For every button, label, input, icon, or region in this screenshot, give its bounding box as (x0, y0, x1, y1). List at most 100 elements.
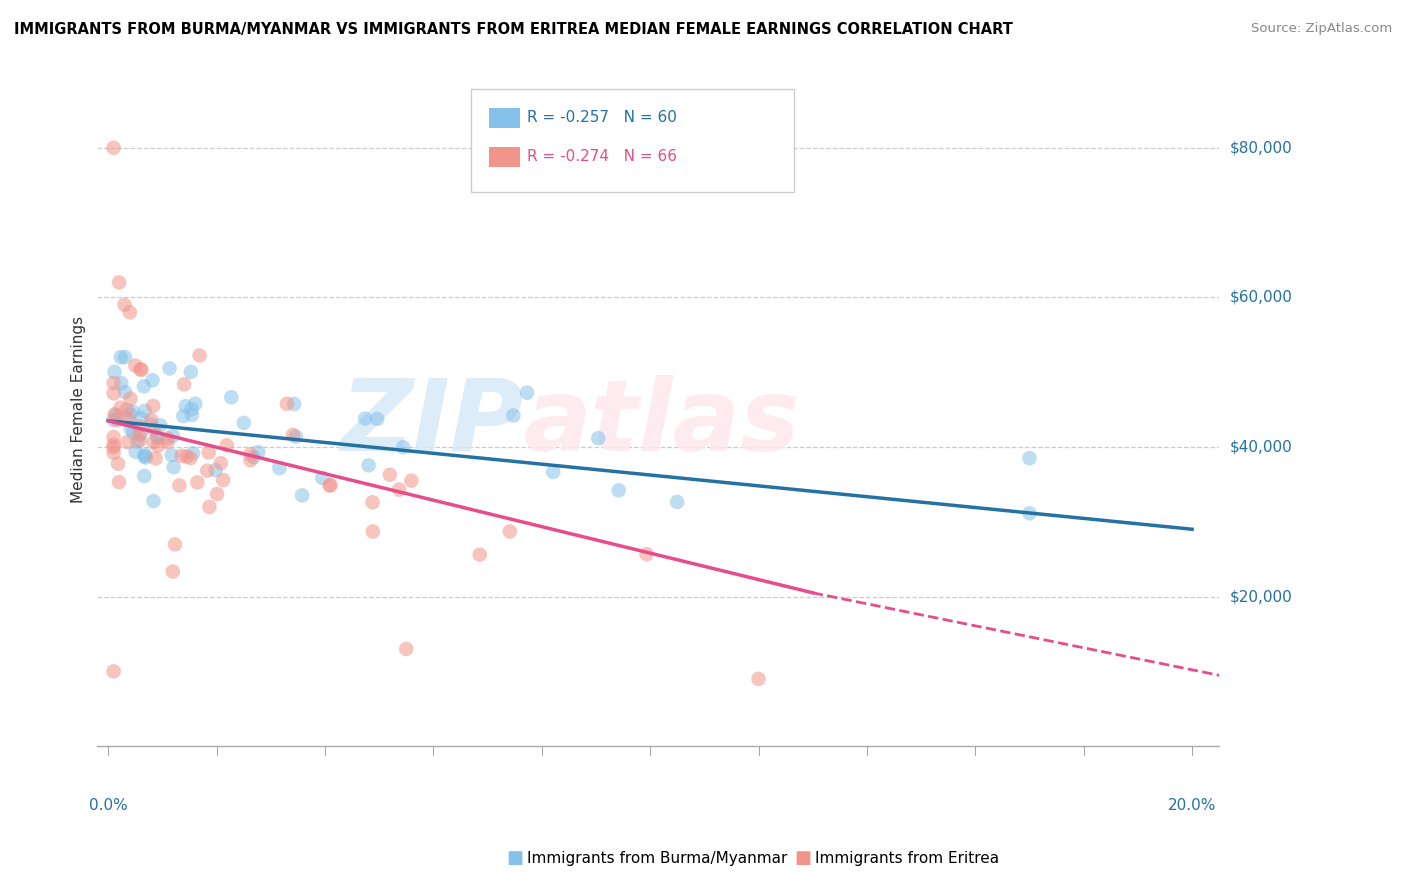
Text: atlas: atlas (523, 375, 800, 472)
Point (110, 401, 132, 415)
Point (129, 427, 152, 442)
Text: $80,000: $80,000 (1230, 140, 1292, 155)
Point (162, 565, 184, 579)
Point (180, 365, 202, 379)
Point (103, 438, 125, 452)
Point (103, 141, 125, 155)
Point (180, 402, 202, 417)
Point (172, 409, 194, 423)
Point (502, 409, 524, 423)
Point (366, 412, 388, 426)
Text: IMMIGRANTS FROM BURMA/MYANMAR VS IMMIGRANTS FROM ERITREA MEDIAN FEMALE EARNINGS : IMMIGRANTS FROM BURMA/MYANMAR VS IMMIGRA… (14, 22, 1012, 37)
Point (195, 464, 218, 478)
Point (239, 453, 262, 467)
Point (162, 429, 184, 443)
Point (117, 435, 139, 450)
Point (468, 548, 491, 562)
Point (188, 349, 211, 363)
Point (239, 447, 262, 461)
Point (128, 434, 150, 448)
Point (103, 413, 125, 427)
Point (1018, 506, 1040, 520)
Point (107, 413, 129, 427)
Point (499, 524, 522, 539)
Point (156, 431, 179, 445)
Point (103, 376, 125, 390)
Point (156, 435, 179, 450)
Point (128, 419, 150, 434)
Point (181, 408, 204, 422)
Point (354, 411, 377, 425)
Point (242, 450, 264, 465)
Y-axis label: Median Female Earnings: Median Female Earnings (72, 316, 86, 503)
Point (114, 350, 136, 364)
Point (103, 365, 125, 379)
Point (117, 412, 139, 426)
Point (107, 457, 129, 471)
Point (186, 475, 208, 490)
Point (108, 276, 131, 290)
Point (120, 422, 142, 436)
Point (110, 350, 132, 364)
Point (120, 407, 142, 421)
Point (160, 448, 183, 462)
Point (134, 448, 156, 462)
Point (121, 404, 143, 418)
Point (131, 363, 153, 377)
Text: $40,000: $40,000 (1230, 440, 1292, 454)
Point (291, 488, 314, 502)
Point (197, 445, 219, 459)
Point (103, 430, 125, 444)
Point (134, 404, 156, 418)
Point (276, 397, 298, 411)
Point (174, 399, 197, 413)
Point (392, 440, 415, 454)
Point (281, 428, 304, 442)
Point (516, 385, 538, 400)
Point (145, 451, 167, 466)
Point (318, 478, 340, 492)
Point (215, 438, 238, 452)
Point (357, 458, 380, 473)
Point (149, 418, 172, 433)
Text: ZIP: ZIP (340, 375, 523, 472)
Text: $60,000: $60,000 (1230, 290, 1294, 305)
Point (247, 445, 270, 459)
Point (142, 423, 165, 437)
Point (181, 446, 204, 460)
Point (103, 446, 125, 460)
Point (146, 439, 169, 453)
Text: R = -0.257   N = 60: R = -0.257 N = 60 (527, 111, 678, 125)
Point (146, 430, 169, 444)
Point (311, 471, 333, 485)
Text: 20.0%: 20.0% (1168, 798, 1216, 814)
Point (388, 483, 411, 497)
Point (104, 408, 127, 422)
Point (114, 385, 136, 400)
Point (114, 298, 136, 312)
Text: Immigrants from Eritrea: Immigrants from Eritrea (815, 851, 1000, 865)
Point (141, 373, 163, 387)
Point (142, 494, 165, 508)
Point (162, 460, 184, 475)
Point (378, 467, 401, 482)
Text: $20,000: $20,000 (1230, 589, 1292, 604)
Point (103, 441, 125, 455)
Point (142, 435, 165, 450)
Point (361, 524, 384, 539)
Point (169, 478, 191, 492)
Point (205, 487, 228, 501)
Point (319, 478, 342, 492)
Point (212, 473, 235, 487)
Point (395, 641, 418, 656)
Point (221, 390, 243, 404)
Point (1018, 451, 1040, 466)
Point (607, 483, 630, 498)
Point (120, 392, 142, 406)
Point (110, 376, 132, 391)
Point (209, 456, 232, 470)
Point (103, 386, 125, 401)
Point (129, 411, 152, 425)
Point (135, 450, 157, 465)
Text: ■: ■ (506, 849, 523, 867)
